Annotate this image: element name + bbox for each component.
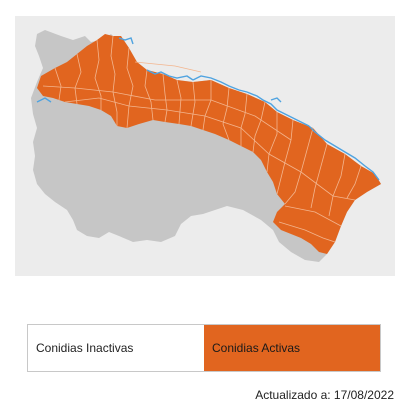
updated-date: Actualizado a: 17/08/2022 xyxy=(255,388,394,402)
river-lines xyxy=(36,37,380,181)
active-area xyxy=(37,34,381,254)
region-map xyxy=(31,30,381,262)
map-panel xyxy=(15,16,395,276)
municipal-borders xyxy=(42,35,362,243)
legend: Conidias Inactivas Conidias Activas xyxy=(27,324,381,372)
legend-active: Conidias Activas xyxy=(204,325,380,371)
legend-inactive: Conidias Inactivas xyxy=(28,325,204,371)
legend-active-label: Conidias Activas xyxy=(212,341,301,355)
legend-inactive-label: Conidias Inactivas xyxy=(36,341,134,355)
